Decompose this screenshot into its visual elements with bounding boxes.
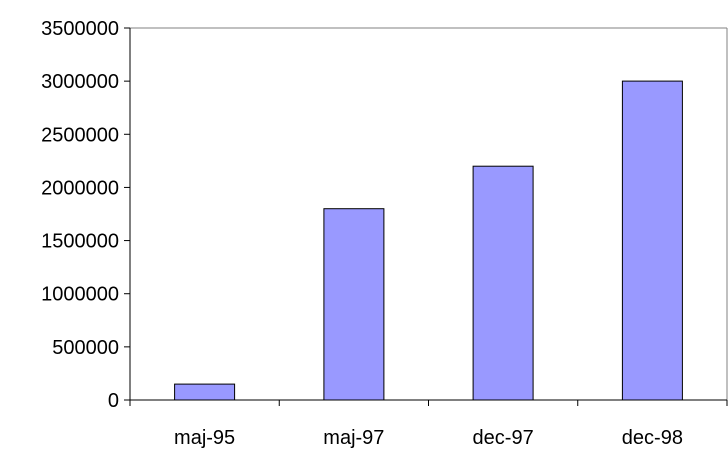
y-tick-labels: 0 500000 1000000 1500000 2000000 2500000 30000…: [41, 18, 119, 412]
bar-dec-97: [472, 165, 534, 401]
y-tick-label: 3000000: [41, 71, 119, 93]
y-tick-label: 2000000: [41, 177, 119, 199]
y-tick-label: 2500000: [41, 124, 119, 146]
plot-frame: [130, 27, 728, 400]
bar-maj-97: [323, 208, 385, 401]
bar-maj-95: [174, 383, 236, 401]
bar-dec-98: [621, 80, 683, 401]
y-tick-label: 500000: [52, 337, 119, 359]
x-tick-label: dec-97: [473, 427, 534, 448]
y-tick-label: 3500000: [41, 18, 119, 40]
y-tick-label: 1500000: [41, 231, 119, 253]
axes-group: [124, 27, 728, 406]
y-tick-label: 0: [108, 390, 119, 412]
x-tick-label: maj-95: [174, 427, 235, 448]
bars-group: [174, 80, 683, 401]
x-tick-label: maj-97: [323, 427, 384, 448]
x-tick-labels: maj-95 maj-97 dec-97 dec-98: [174, 427, 683, 449]
x-tick-label: dec-98: [622, 427, 683, 448]
y-tick-label: 1000000: [41, 284, 119, 306]
